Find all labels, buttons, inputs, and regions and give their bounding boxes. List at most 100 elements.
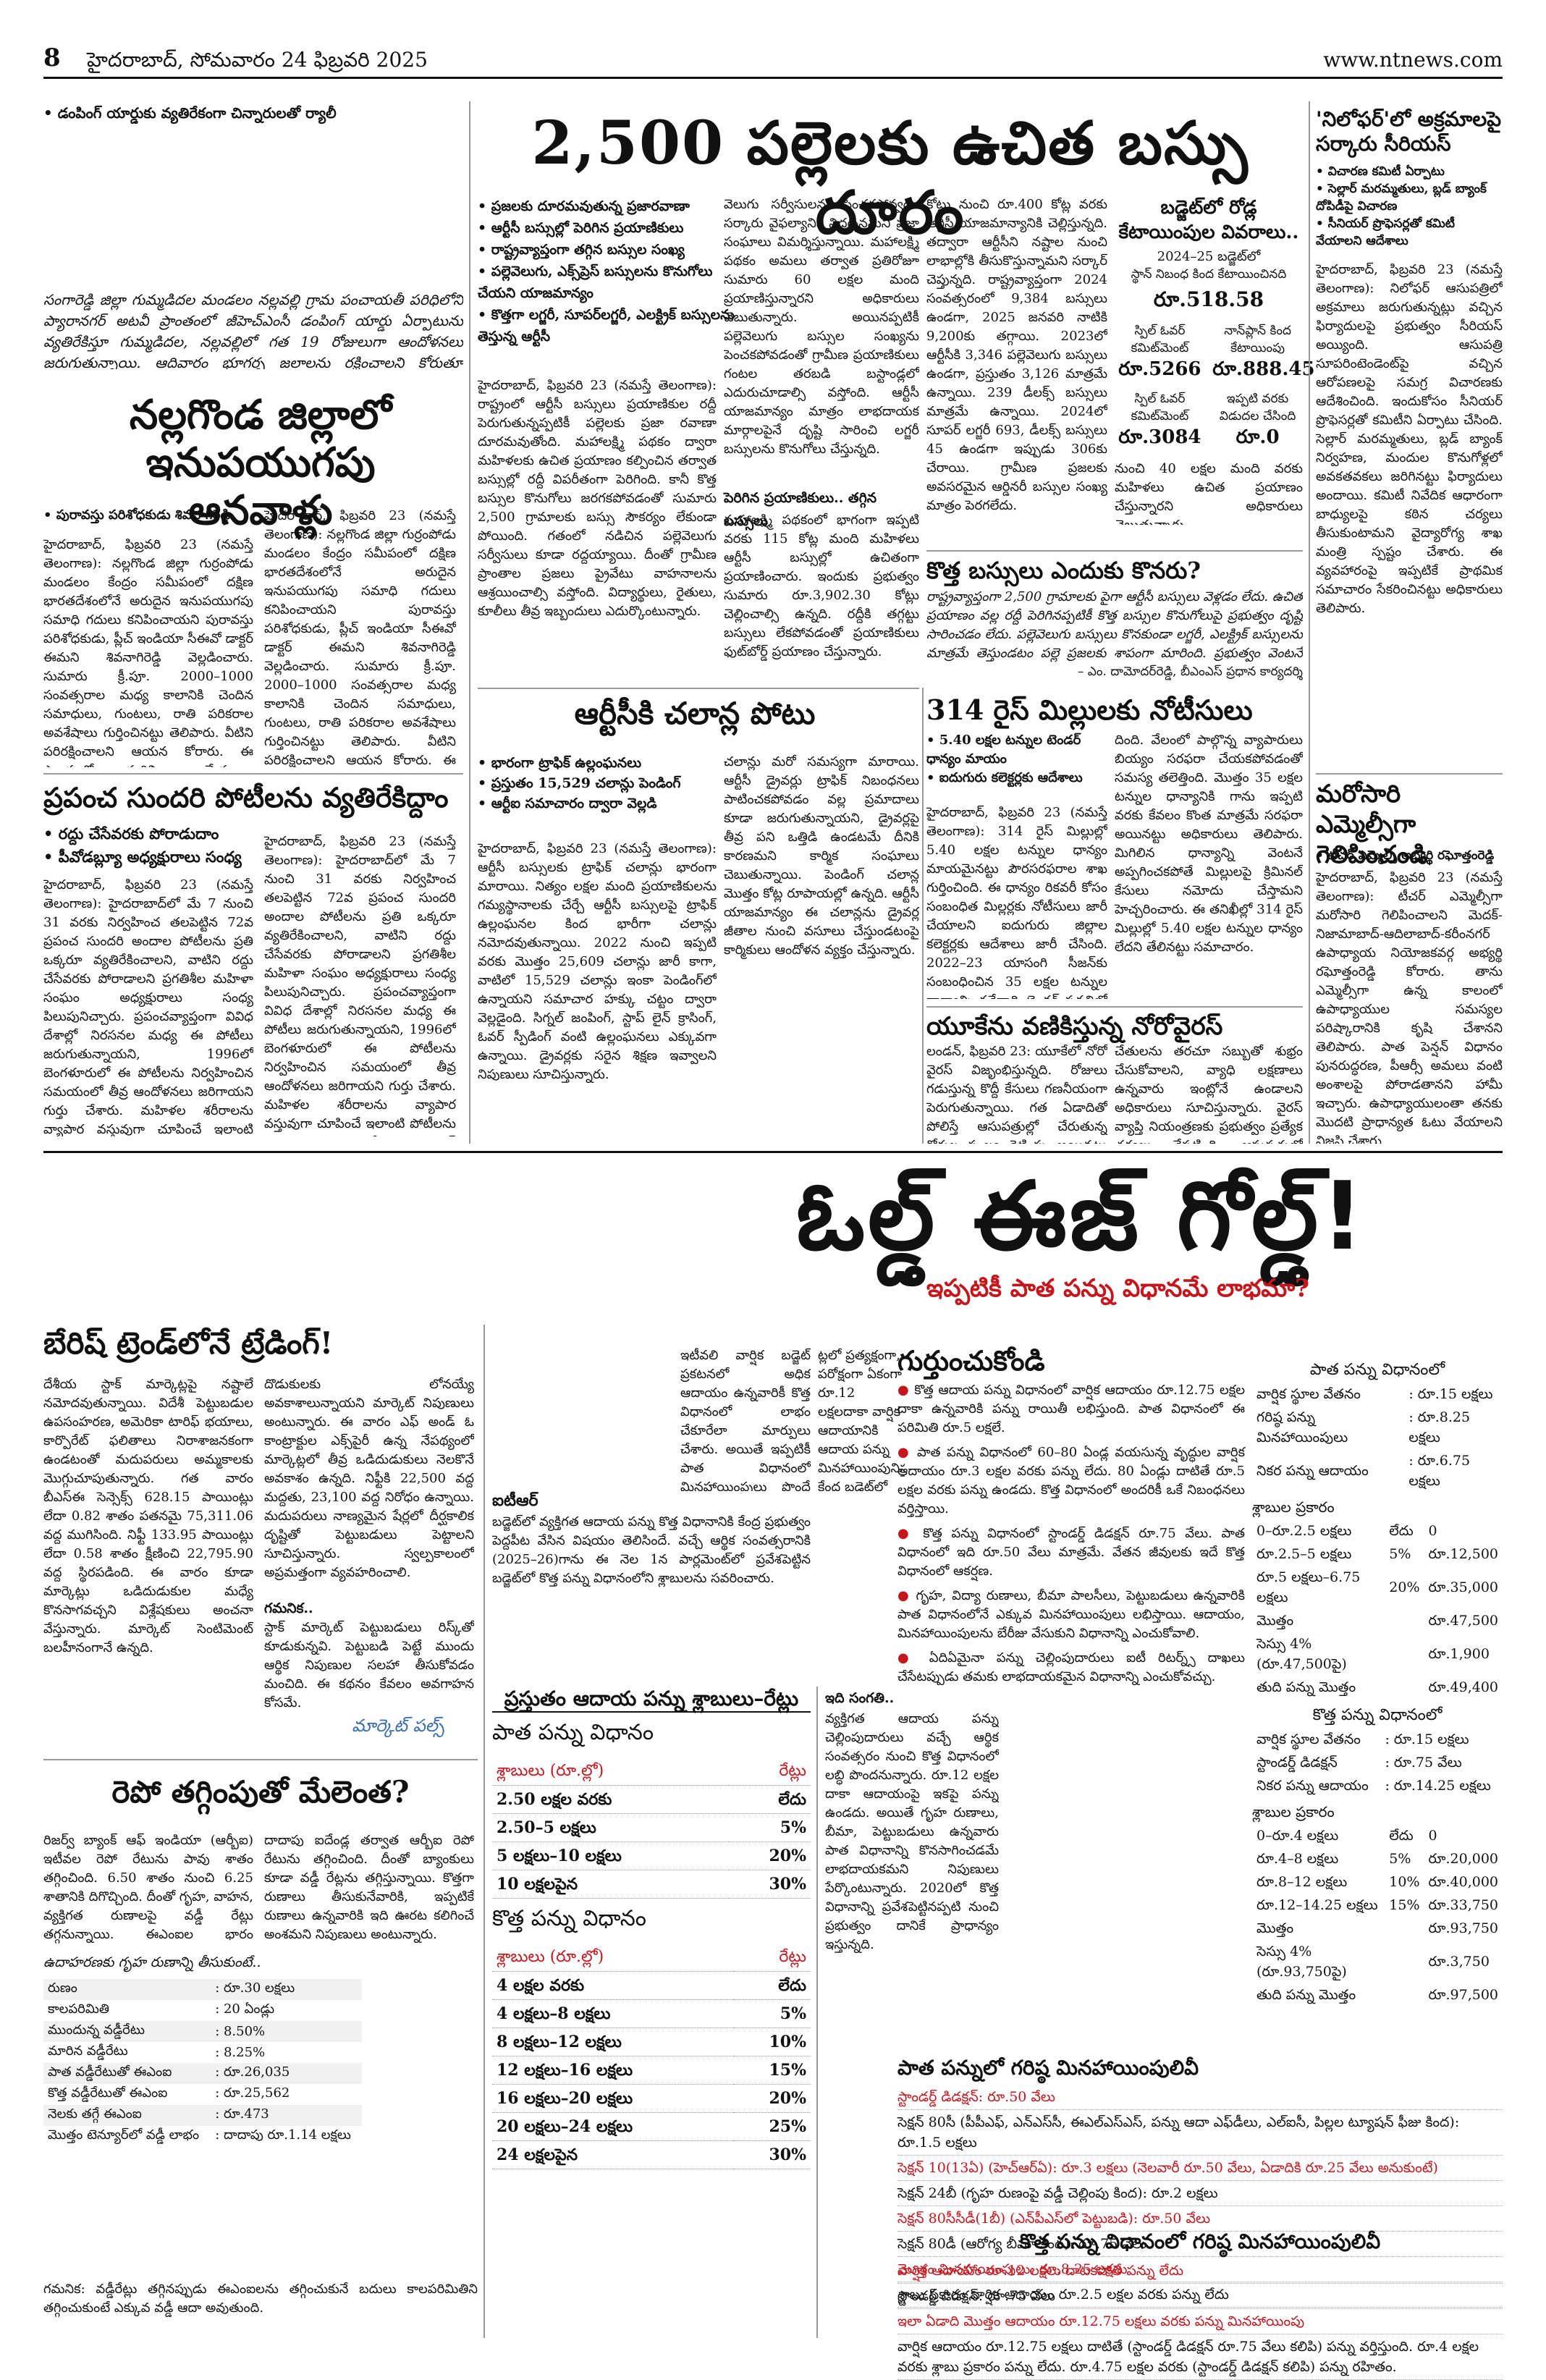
divider — [43, 773, 463, 775]
rice-mills-body-col2: దింది. వేలంలో పాల్గొన్న వ్యాపారులు బియ్య… — [1115, 733, 1303, 955]
bullet-icon: ● — [897, 1526, 924, 1541]
table-row: 12 లక్షలు–16 లక్షలు 15% — [492, 2056, 811, 2085]
nilofer-bullet-3: సీనియర్ ప్రొఫెసర్లతో కమిటీ వేయాలని ఆదేశా… — [1316, 215, 1503, 250]
miss-world-bullet-2: పీవోడబ్ల్యూ అధ్యక్షురాలు సంధ్య — [43, 845, 463, 869]
table-row: స్టాండర్డ్ డిడక్షన్: రూ.75 వేలు — [1252, 1751, 1503, 1774]
nilofer-body: హైదరాబాద్, ఫిబ్రవరి 23 (నమస్తే తెలంగాణ):… — [1316, 262, 1503, 616]
slab-cell: 10 లక్షలపైన — [492, 1870, 730, 1899]
new-buses-quote-by: – ఎం. దామోదర్‌రెడ్డి, బీఎంఎస్ ప్రధాన కార… — [1077, 664, 1303, 679]
miss-world-bullets: రద్దు చేసేవరకు పోరాడుదాం పీవోడబ్ల్యూ అధ్… — [43, 822, 463, 869]
example-new-title: కొత్త పన్ను విధానంలో — [1312, 1706, 1442, 1724]
exemption-item: వార్షిక ఆదాయం రూ.12.75 లక్షలు దాటితే (స్… — [897, 2334, 1503, 2380]
example-slab: రూ.8–12 లక్షలు — [1256, 1874, 1348, 1890]
repo-row-label: మారిన వడ్డీరేటు — [48, 2043, 128, 2059]
bus-bullet-3: రాష్ట్రవ్యాప్తంగా తగ్గిన బస్సుల సంఖ్య — [478, 239, 753, 261]
bus-body-col1: హైదరాబాద్, ఫిబ్రవరి 23 (నమస్తే తెలంగాణ):… — [478, 378, 717, 619]
table-row: 2.50 లక్షల వరకు లేదు — [492, 1785, 811, 1814]
nilofer-bullet-1: విచారణ కమిటీ ఏర్పాటు — [1316, 163, 1503, 180]
old-max-title: పాత పన్నులో గరిష్ఠ మినహాయింపులివీ — [897, 2056, 1199, 2080]
rate-cell: 30% — [729, 1870, 811, 1899]
mlc-headline: మరోసారి ఎమ్మెల్సీగా గెలిపించండి — [1316, 780, 1428, 869]
repo-headline: రెపో తగ్గింపుతో మేలెంత? — [111, 1774, 410, 1810]
column-divider — [816, 1687, 818, 2338]
example-rate — [1385, 1917, 1424, 1940]
repo-table: రుణం: రూ.30 లక్షలు కాలపరిమితి: 20 ఏండ్లు మ… — [43, 1979, 362, 2147]
exemption-item: సెక్షన్ 80సీసీడీ(1బీ) (ఎన్‌పీఎస్‌లో పెట్… — [897, 2206, 1503, 2232]
bearish-body-col2: దొడుకులకు లోనయ్యే అవకాశాలున్నాయని మార్కె… — [264, 1377, 474, 1580]
table-row: కాలపరిమితి: 20 ఏండ్లు — [43, 2000, 362, 2021]
example-tax: రూ.3,750 — [1428, 1954, 1490, 1970]
example-slab: రూ.4–8 లక్షలు — [1256, 1851, 1339, 1867]
bus-body-col3: మహాలక్ష్మి పథకంలో భాగంగా ఇప్పటి వరకు 115… — [724, 512, 919, 659]
slab-cell: 4 లక్షలు–8 లక్షలు — [492, 1999, 734, 2028]
mlc-body: హైదరాబాద్, ఫిబ్రవరి 23 (నమస్తే తెలంగాణ):… — [1316, 870, 1503, 1144]
rate-cell: 10% — [733, 2027, 811, 2056]
release-label: ఇప్పటి వరకు విడుదల చేసింది — [1219, 392, 1296, 423]
example-rate: 20% — [1389, 1579, 1420, 1595]
repo-row-value: : దాదాపు రూ.1.14 లక్షలు — [215, 2127, 351, 2143]
table-row: రూ.2.5–5 లక్షలు 5% రూ.12,500 — [1252, 1543, 1503, 1566]
table-row: రూ.8–12 లక్షలు 10% రూ.40,000 — [1252, 1870, 1503, 1894]
nonplan-amount: రూ.888.45 — [1212, 358, 1315, 380]
example-label: గరిష్ఠ పన్ను మినహాయింపులు — [1256, 1409, 1348, 1446]
table-row: 0–రూ.2.5 లక్షలు లేదు 0 — [1252, 1519, 1503, 1543]
divider — [478, 688, 919, 689]
rate-cell: 30% — [733, 2140, 811, 2169]
exemption-item: శ్లాబు ప్రకారం వార్షిక ఆదాయం రూ.2.5 లక్ష… — [897, 2282, 1503, 2308]
repo-body-col1: రిజర్వ్ బ్యాంక్ ఆఫ్ ఇండియా (ఆర్బీఐ) ఇటీవ… — [43, 1833, 253, 1947]
example-slab: తుది పన్ను మొత్తం — [1256, 1987, 1356, 2003]
bus-headline: 2,500 పల్లెలకు ఉచిత బస్సు దూరం — [531, 109, 1249, 248]
rice-mills-headline: 314 రైస్ మిల్లులకు నోటీసులు — [926, 693, 1253, 726]
example-tax: రూ.97,500 — [1428, 1987, 1498, 2003]
nilofer-bullet-2: సెల్లార్ మరమ్మతులు, బ్లడ్ బ్యాంక్ దోపిడీ… — [1316, 180, 1503, 215]
slab-header: శ్లాబులు (రూ.ల్లో) — [492, 1944, 734, 1972]
table-row: రుణం: రూ.30 లక్షలు — [43, 1979, 362, 2000]
exemption-item: సెక్షన్ 10(13ఏ) (హెచ్‌ఆర్‌ఏ): రూ.3 లక్షల… — [897, 2156, 1503, 2181]
spill-label: స్పిల్ ఓవర్ కమిట్‌మెంట్ — [1131, 324, 1189, 355]
table-row: మొత్తం రూ.47,500 — [1252, 1609, 1503, 1632]
old-slab-table: శ్లాబులు (రూ.ల్లో) రేట్లు 2.50 లక్షల వరకు ల… — [492, 1757, 811, 1899]
rice-mills-bullet-1: 5.40 లక్షల టన్నుల టెండర్ ధాన్యం మాయం — [926, 731, 1107, 769]
example-tax: రూ.35,000 — [1428, 1579, 1498, 1595]
bearish-byline: మార్కెట్ పల్స్ — [352, 1716, 444, 1736]
nalgonda-body-col1: హైదరాబాద్, ఫిబ్రవరి 23 (నమస్తే తెలంగాణ):… — [43, 537, 253, 767]
website-link[interactable]: www.ntnews.com — [1323, 48, 1503, 72]
new-regime-title: కొత్త పన్ను విధానం — [492, 1906, 646, 1931]
list-item-text: పాత పన్ను విధానంలో 60–80 ఏండ్ల వయసున్న వ… — [897, 1445, 1245, 1516]
rtc-fines-bullets: భారంగా ట్రాఫిక్ ఉల్లంఘనలు ప్రస్తుతం 15,5… — [478, 753, 717, 814]
repo-row-value: : 8.50% — [215, 2024, 266, 2039]
example-rate — [1385, 1940, 1424, 1983]
remember-title: గుర్తుంచుకోండి — [897, 1344, 1045, 1377]
rtc-fines-bullet-2: ప్రస్తుతం 15,529 చలాన్లు పెండింగ్ — [478, 773, 717, 793]
rate-cell: లేదు — [729, 1785, 811, 1814]
column-divider — [922, 688, 924, 1144]
slab-cell: 20 లక్షలు–24 లక్షలు — [492, 2112, 734, 2141]
norovirus-headline: యూకేను వణికిస్తున్న నోరోవైరస్ — [926, 1012, 1223, 1041]
miss-world-headline: ప్రపంచ సుందరి పోటీలను వ్యతిరేకిద్దాం — [43, 781, 449, 814]
table-row: 4 లక్షలు–8 లక్షలు 5% — [492, 1999, 811, 2028]
nilofer-bullets: విచారణ కమిటీ ఏర్పాటు సెల్లార్ మరమ్మతులు,… — [1316, 163, 1503, 250]
rate-cell: 5% — [733, 1999, 811, 2028]
table-row: వార్షిక స్థూల వేతనం: రూ.15 లక్షలు — [1252, 1383, 1503, 1406]
old-regime-title: పాత పన్ను విధానం — [492, 1720, 654, 1745]
section-divider — [43, 1151, 1503, 1153]
rice-mills-bullet-2: ఐదుగురు కలెక్టర్లకు ఆదేశాలు — [926, 769, 1107, 788]
column-divider — [1309, 101, 1310, 1144]
list-item: ● ఏదిఏమైనా పన్ను చెల్లింపుదారులు ఐటీ రిట… — [897, 1649, 1245, 1687]
repo-body-col2: దాదాపు ఐదేండ్ల తర్వాత ఆర్బీఐ రెపో రేటును… — [264, 1833, 474, 1942]
strip-caption: • డంపింగ్ యార్డుకు వ్యతిరేకంగా చిన్నారుల… — [43, 104, 337, 122]
repo-row-value: : రూ.25,562 — [215, 2085, 290, 2101]
column-divider — [483, 1325, 485, 2338]
example-old-kv: వార్షిక స్థూల వేతనం: రూ.15 లక్షలు గరిష్ఠ … — [1252, 1383, 1503, 1493]
table-row: శ్లాబులు (రూ.ల్లో) రేట్లు — [492, 1944, 811, 1972]
bus-bullet-1: ప్రజలకు దూరమవుతున్న ప్రజారవాణా — [478, 195, 753, 217]
rate-header: రేట్లు — [729, 1757, 811, 1786]
list-item-text: ఏదిఏమైనా పన్ను చెల్లింపుదారులు ఐటీ రిటర్… — [897, 1650, 1245, 1684]
repo-row-label: నెలకు తగ్గే ఈఎంఐ — [48, 2106, 142, 2122]
repo-row-label: పాత వడ్డీరేటుతో ఈఎంఐ — [48, 2064, 172, 2080]
table-row: 24 లక్షలపైన 30% — [492, 2140, 811, 2169]
example-tax: రూ.1,900 — [1428, 1646, 1490, 1662]
example-label: స్టాండర్డ్ డిడక్షన్ — [1256, 1755, 1338, 1771]
old-gold-subhead: ఇప్పటికీ పాత పన్ను విధానమే లాభమా? — [926, 1274, 1310, 1303]
nalgonda-headline: నల్లగొండ జిల్లాలో ఇనుపయుగపు ఆనవాళ్లు — [129, 391, 392, 534]
